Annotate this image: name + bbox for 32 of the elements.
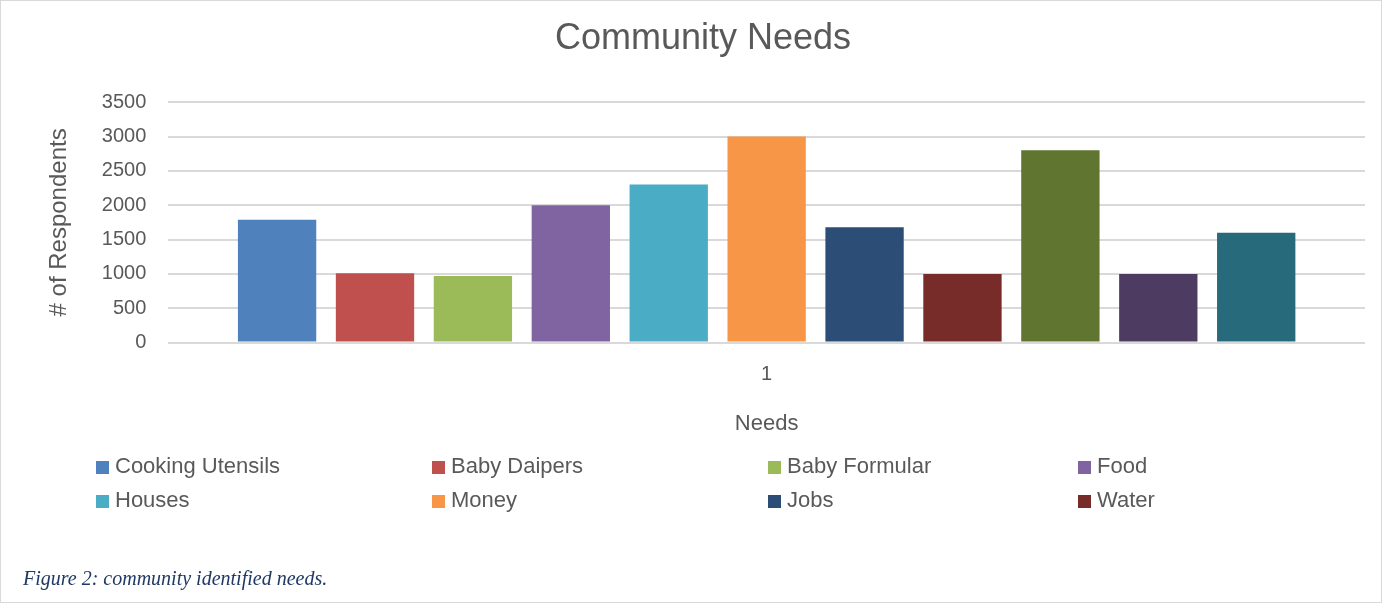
bar — [531, 205, 610, 342]
bar — [237, 219, 317, 342]
bar — [1119, 273, 1198, 342]
bar — [727, 136, 806, 342]
bar — [433, 275, 513, 342]
x-axis-title: Needs — [734, 409, 799, 435]
legend-label: Jobs — [787, 487, 834, 512]
bar — [335, 273, 415, 342]
caption: Figure 2: community identified needs. — [23, 567, 328, 590]
bar — [1217, 232, 1296, 342]
y-axis-title: # of Respondents — [44, 128, 72, 317]
legend-label: Money — [451, 487, 518, 512]
x-tick-label: 1 — [761, 362, 773, 385]
y-tick-label: 500 — [112, 295, 147, 318]
y-tick-label: 1000 — [101, 261, 147, 284]
legend-label: Cooking Utensils — [115, 453, 281, 478]
bar — [825, 227, 904, 342]
legend-label: Houses — [115, 487, 190, 512]
y-tick-label: 2000 — [101, 192, 147, 215]
bar — [1021, 150, 1100, 342]
y-tick-label: 2500 — [101, 158, 147, 181]
bar — [923, 273, 1002, 342]
y-tick-label: 3500 — [101, 89, 147, 112]
bar — [629, 184, 708, 342]
chart-title: Community Needs — [554, 15, 852, 57]
legend-label: Water — [1097, 487, 1155, 512]
y-tick-label: 3000 — [101, 124, 147, 147]
y-tick-label: 1500 — [101, 227, 147, 250]
legend-label: Baby Daipers — [451, 453, 584, 478]
legend-label: Baby Formular — [787, 453, 932, 478]
y-tick-label: 0 — [135, 330, 147, 353]
legend-label: Food — [1097, 453, 1148, 478]
